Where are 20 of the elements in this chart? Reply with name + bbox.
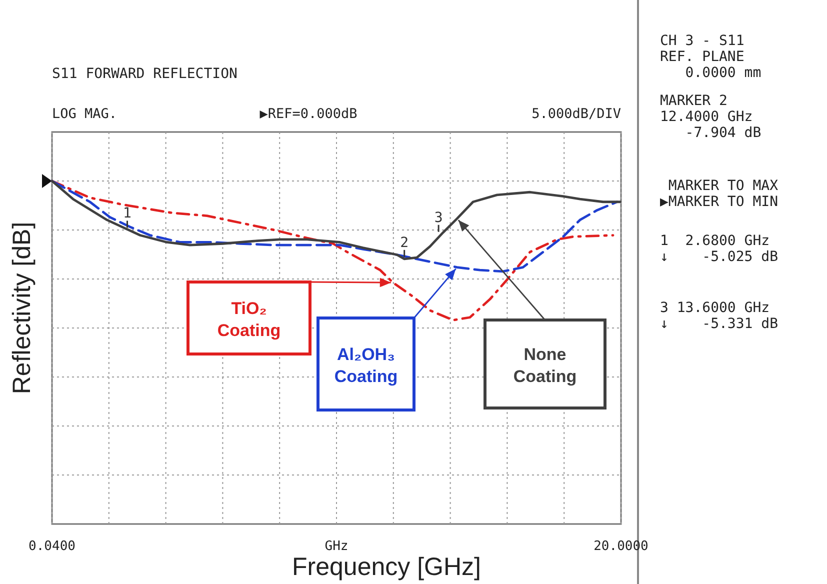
x-tick-label: GHz <box>324 539 348 554</box>
x-axis-title: Frequency [GHz] <box>292 553 481 581</box>
annotation: 1 <box>123 206 132 222</box>
text: 3 13.6000 GHz ↓ -5.331 dB <box>660 300 778 332</box>
text: Al₂OH₃ Coating <box>334 345 398 386</box>
x-tick-label: 20.0000 <box>594 539 648 554</box>
text: MARKER 2 12.4000 GHz -7.904 dB <box>660 93 762 141</box>
text: ▶REF=0.000dB <box>260 106 358 122</box>
text: LOG MAG. <box>52 106 118 122</box>
text: CH 3 - S11 REF. PLANE 0.0000 mm <box>660 33 762 81</box>
chart-title: S11 FORWARD REFLECTION <box>52 66 238 82</box>
text: TiO₂ Coating <box>217 299 281 340</box>
y-axis-title: Reflectivity [dB] <box>8 222 36 394</box>
annotation: 3 <box>434 210 443 226</box>
text: 5.000dB/DIV <box>532 106 621 122</box>
text: None Coating <box>513 345 577 386</box>
x-tick-label: 0.0400 <box>28 539 76 554</box>
annotation: 2 <box>400 234 409 251</box>
text: MARKER TO MAX ▶MARKER TO MIN <box>660 178 779 210</box>
text: 1 2.6800 GHz ↓ -5.025 dB <box>660 233 778 265</box>
